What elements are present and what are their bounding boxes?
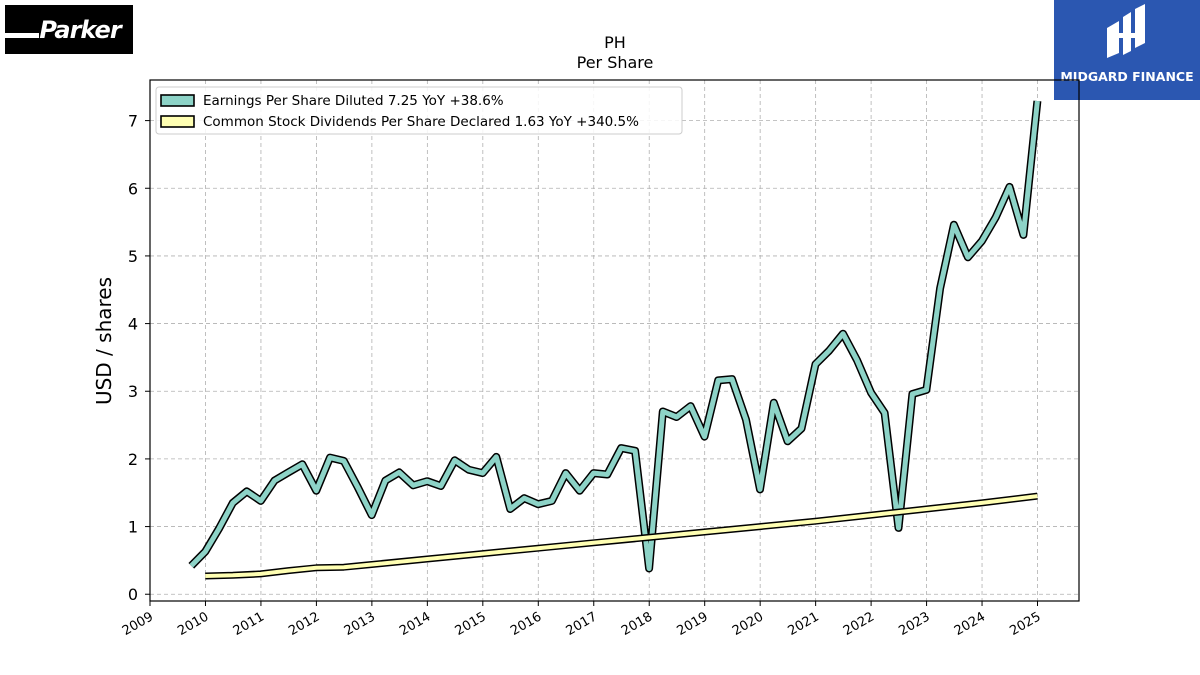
series-layer (188, 100, 1042, 580)
legend-swatch-eps (160, 94, 195, 107)
series-dividends-per-share (205, 492, 1038, 580)
plot-frame (149, 79, 1080, 602)
x-tick-label: 2024 (952, 609, 988, 639)
grid (149, 80, 1079, 601)
x-tick-label: 2019 (675, 609, 711, 639)
x-tick-label: 2017 (564, 609, 600, 639)
y-axis: 0 1 2 3 4 5 6 7 (128, 112, 150, 604)
x-tick-label: 2016 (508, 609, 544, 639)
parker-logo-text: Parker (39, 15, 121, 44)
x-tick-label: 2025 (1007, 609, 1043, 639)
series-line-dividends-per-share (205, 494, 1038, 578)
parker-logo-bar-icon (5, 33, 39, 38)
y-tick-label: 2 (128, 450, 138, 469)
legend-box (155, 86, 683, 135)
x-tick-label: 2021 (785, 609, 821, 639)
x-tick-label: 2018 (619, 609, 655, 639)
legend-swatch-dividends (160, 115, 195, 128)
legend-label-dividends: Common Stock Dividends Per Share Declare… (203, 114, 639, 130)
x-tick-label: 2015 (453, 609, 489, 639)
chart-subtitle: Per Share (577, 53, 654, 72)
y-tick-label: 4 (128, 315, 138, 334)
x-tick-label: 2009 (120, 609, 156, 639)
y-tick-label: 7 (128, 112, 138, 131)
series-line-eps-diluted (189, 100, 1040, 571)
series-outline-dividends-per-share (205, 492, 1038, 580)
x-tick-label: 2022 (841, 609, 877, 639)
midgard-finance-logo: MIDGARD FINANCE (1054, 0, 1200, 100)
x-tick-label: 2011 (231, 609, 267, 639)
x-tick-label: 2013 (342, 609, 378, 639)
x-tick-label: 2023 (896, 609, 932, 639)
series-eps-diluted (188, 100, 1042, 573)
chart-title: PH (604, 33, 626, 52)
y-tick-label: 5 (128, 247, 138, 266)
y-tick-label: 3 (128, 382, 138, 401)
y-tick-label: 1 (128, 518, 138, 537)
legend: Earnings Per Share Diluted 7.25 YoY +38.… (155, 86, 683, 135)
midgard-finance-logo-text: MIDGARD FINANCE (1060, 69, 1194, 84)
y-tick-label: 0 (128, 585, 138, 604)
legend-label-eps: Earnings Per Share Diluted 7.25 YoY +38.… (203, 93, 504, 109)
x-tick-label: 2010 (175, 609, 211, 639)
x-axis: 2009 2010 2011 2012 2013 2014 2015 2016 2017 2018… (120, 601, 1044, 639)
y-axis-label: USD / shares (92, 277, 116, 405)
x-tick-label: 2014 (397, 609, 433, 639)
x-tick-label: 2012 (286, 609, 322, 639)
x-tick-label: 2020 (730, 609, 766, 639)
midgard-mark-icon (1107, 4, 1145, 58)
series-outline-eps-diluted (188, 100, 1042, 573)
parker-logo: Parker (5, 5, 133, 54)
y-tick-label: 6 (128, 179, 138, 198)
